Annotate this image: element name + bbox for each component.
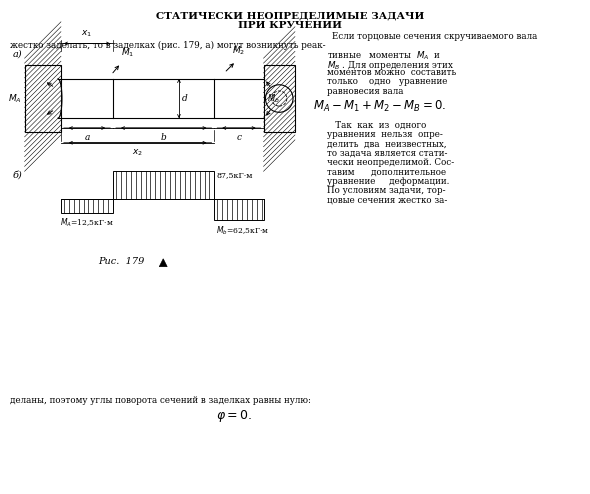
Text: уравнения  нельзя  опре-: уравнения нельзя опре- xyxy=(327,130,443,139)
Text: 87,5кГ·м: 87,5кГ·м xyxy=(217,171,253,179)
Text: тивные   моменты  $M_A$  и: тивные моменты $M_A$ и xyxy=(327,49,441,62)
Text: цовые сечения жестко за-: цовые сечения жестко за- xyxy=(327,196,448,205)
Text: $M_2$: $M_2$ xyxy=(232,45,245,57)
Text: $\varphi = 0.$: $\varphi = 0.$ xyxy=(217,408,253,424)
Text: $x_1$: $x_1$ xyxy=(81,28,93,39)
Text: $M_A$: $M_A$ xyxy=(8,92,22,105)
Text: уравнение     деформации.: уравнение деформации. xyxy=(327,177,450,186)
Bar xyxy=(25,65,61,132)
Text: СТАТИЧЕСКИ НЕОПРЕДЕЛИМЫЕ ЗАДАЧИ: СТАТИЧЕСКИ НЕОПРЕДЕЛИМЫЕ ЗАДАЧИ xyxy=(156,11,424,20)
Text: жестко заделать, то в заделках (рис. 179, а) могут возникнуть реак-: жестко заделать, то в заделках (рис. 179… xyxy=(10,41,326,49)
Text: b: b xyxy=(161,133,166,142)
Text: По условиям задачи, тор-: По условиям задачи, тор- xyxy=(327,186,446,195)
Text: $M_b$=62,5кГ·м: $M_b$=62,5кГ·м xyxy=(217,224,270,237)
Text: равновесия вала: равновесия вала xyxy=(327,87,404,96)
Text: б): б) xyxy=(13,170,22,179)
Text: a: a xyxy=(84,133,90,142)
Text: ПРИ КРУЧЕНИИ: ПРИ КРУЧЕНИИ xyxy=(238,21,342,30)
Text: $M_1$: $M_1$ xyxy=(121,47,134,59)
Text: деланы, поэтому углы поворота сечений в заделках равны нулю:: деланы, поэтому углы поворота сечений в … xyxy=(10,397,311,406)
Text: а): а) xyxy=(13,49,22,58)
Bar xyxy=(113,171,214,199)
Text: $M_A - M_1 + M_2 - M_B = 0.$: $M_A - M_1 + M_2 - M_B = 0.$ xyxy=(313,99,446,114)
Bar xyxy=(264,65,295,132)
Text: делить  два  неизвестных,: делить два неизвестных, xyxy=(327,139,447,148)
Text: d: d xyxy=(182,94,188,103)
Text: то задача является стати-: то задача является стати- xyxy=(327,149,448,158)
Text: Рис.  179: Рис. 179 xyxy=(99,257,145,266)
Text: Так  как  из  одного: Так как из одного xyxy=(327,121,427,129)
Text: $M_b$: $M_b$ xyxy=(267,92,280,105)
Bar xyxy=(61,199,113,212)
Bar xyxy=(214,199,264,220)
Text: $M_A$=12,5кГ·м: $M_A$=12,5кГ·м xyxy=(60,216,114,229)
Text: $M_B$ . Для определения этих: $M_B$ . Для определения этих xyxy=(327,59,454,72)
Text: моментов можно  составить: моментов можно составить xyxy=(327,68,457,77)
Text: $x_2$: $x_2$ xyxy=(132,148,143,158)
Text: чески неопределимой. Сос-: чески неопределимой. Сос- xyxy=(327,158,455,167)
Polygon shape xyxy=(159,259,167,267)
Text: только    одно   уравнение: только одно уравнение xyxy=(327,78,448,86)
Text: тавим      дополнительное: тавим дополнительное xyxy=(327,167,447,176)
Text: c: c xyxy=(237,133,241,142)
Text: Если торцовые сечения скручиваемого вала: Если торцовые сечения скручиваемого вала xyxy=(332,32,537,41)
